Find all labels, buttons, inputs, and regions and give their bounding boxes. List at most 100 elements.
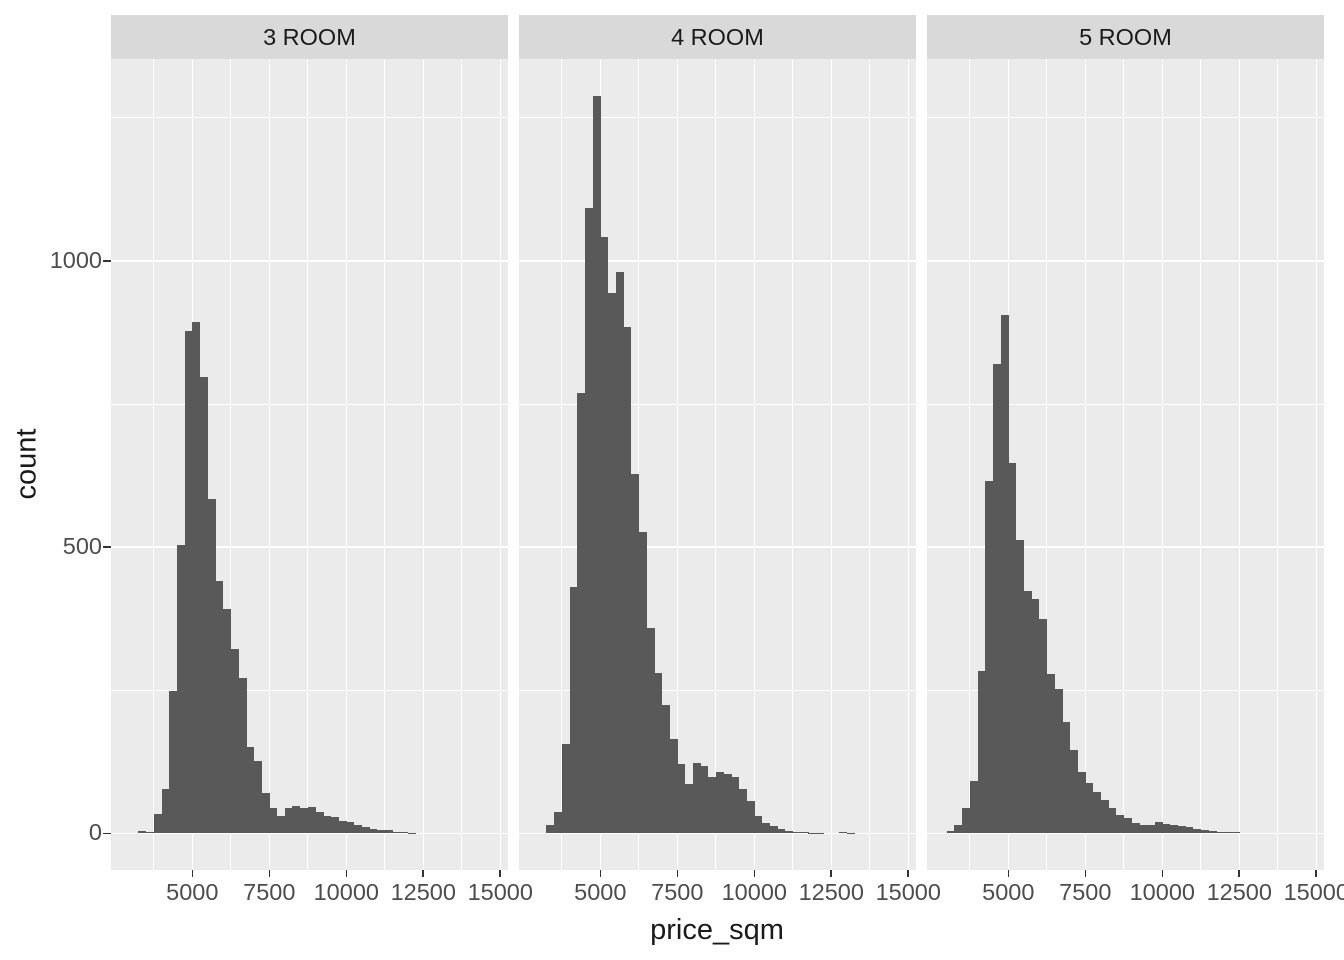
x-axis-tick-label: 7500 [243, 879, 296, 905]
histogram-bar [192, 321, 201, 834]
histogram-bar [715, 772, 724, 834]
gridline-y [110, 832, 509, 835]
histogram-bar [161, 789, 170, 834]
gridline-x [384, 59, 386, 870]
gridline-x [1084, 59, 1087, 870]
histogram-bar [546, 824, 555, 834]
histogram-bar [200, 376, 209, 834]
histogram-bar [661, 704, 670, 834]
histogram-bar [569, 587, 578, 834]
facet-strip: 5 ROOM [926, 15, 1325, 59]
histogram-bar [954, 824, 963, 834]
y-axis-title: count [10, 428, 43, 500]
gridline-x [753, 59, 756, 870]
histogram-bar [761, 823, 771, 834]
histogram-bar [592, 95, 601, 834]
histogram-bar [977, 670, 986, 834]
x-axis-tick-label: 12500 [798, 879, 864, 905]
x-axis-tick-label: 7500 [1059, 879, 1112, 905]
histogram-bar [346, 822, 355, 834]
x-axis-tick-label: 5000 [166, 879, 219, 905]
histogram-bar [1231, 832, 1240, 834]
histogram-bar [600, 236, 609, 834]
histogram-bar [246, 747, 255, 834]
gridline-y [926, 832, 1325, 835]
histogram-bar [253, 760, 262, 834]
gridline-x [307, 59, 309, 870]
panel-4-room [518, 59, 917, 870]
histogram-bar [353, 824, 363, 834]
histogram-bar [361, 827, 370, 834]
x-axis-tick-mark [830, 870, 833, 877]
x-axis-tick-label: 10000 [313, 879, 379, 905]
histogram-bar [230, 649, 239, 834]
histogram-bar [992, 363, 1001, 834]
histogram-bar [1000, 315, 1009, 834]
histogram-bar [561, 744, 570, 834]
histogram-bar [384, 829, 393, 834]
histogram-bar [654, 673, 663, 834]
x-axis-tick-label: 15000 [1283, 879, 1344, 905]
histogram-bar [677, 764, 686, 834]
histogram-bar [1046, 673, 1055, 834]
gridline-x [461, 59, 463, 870]
gridline-y [926, 689, 1325, 691]
x-axis-tick-mark [753, 870, 756, 877]
histogram-bar [1208, 831, 1217, 834]
histogram-bar [577, 392, 586, 834]
histogram-bar [369, 828, 378, 834]
gridline-x [869, 59, 871, 870]
gridline-x [1277, 59, 1279, 870]
y-axis-tick-mark [103, 832, 111, 835]
histogram-bar [1123, 818, 1132, 834]
histogram-bar [1031, 599, 1040, 834]
histogram-bar [1177, 825, 1186, 834]
gridline-x [792, 59, 794, 870]
gridline-y [110, 117, 509, 119]
x-axis-tick-label: 10000 [1129, 879, 1195, 905]
facet-strip: 3 ROOM [110, 15, 509, 59]
gridline-x [230, 59, 232, 870]
histogram-bar [969, 780, 978, 834]
gridline-x [268, 59, 271, 870]
x-axis-tick-mark [191, 870, 194, 877]
histogram-bar [238, 677, 247, 834]
x-axis-tick-mark [1007, 870, 1010, 877]
gridline-x [422, 59, 425, 870]
gridline-x [676, 59, 679, 870]
x-axis-tick-mark [599, 870, 602, 877]
gridline-x [153, 59, 155, 870]
histogram-bar [1039, 619, 1048, 834]
x-axis-tick-mark [1084, 870, 1087, 877]
histogram-bar [184, 330, 193, 834]
panel-5-room [926, 59, 1325, 870]
gridline-y [110, 260, 509, 262]
histogram-bar [215, 581, 224, 834]
histogram-bar [1200, 830, 1209, 834]
histogram-bar [846, 832, 855, 834]
histogram-bar [1085, 782, 1094, 834]
x-axis-tick-mark [268, 870, 271, 877]
y-axis-tick-label: 0 [88, 819, 102, 846]
panel-3-room [110, 59, 509, 870]
histogram-bar [692, 762, 701, 834]
x-axis-tick-mark [1161, 870, 1164, 877]
x-axis-tick-label: 5000 [574, 879, 627, 905]
histogram-bar [962, 807, 971, 834]
x-axis-tick-label: 15000 [875, 879, 941, 905]
histogram-bar [1062, 721, 1071, 834]
histogram-bar [261, 793, 270, 834]
histogram-bar [169, 690, 178, 834]
histogram-bar [1069, 749, 1078, 834]
histogram-bar [284, 808, 293, 834]
gridline-y [926, 403, 1325, 405]
histogram-bar [276, 815, 286, 834]
x-axis-tick-mark [1315, 870, 1318, 877]
gridline-x [1200, 59, 1202, 870]
gridline-x [1046, 59, 1048, 870]
gridline-y [518, 403, 917, 405]
x-axis-tick-mark [907, 870, 910, 877]
histogram-bar [307, 807, 316, 834]
histogram-bar [746, 800, 755, 834]
y-axis-tick-label: 1000 [49, 246, 102, 273]
